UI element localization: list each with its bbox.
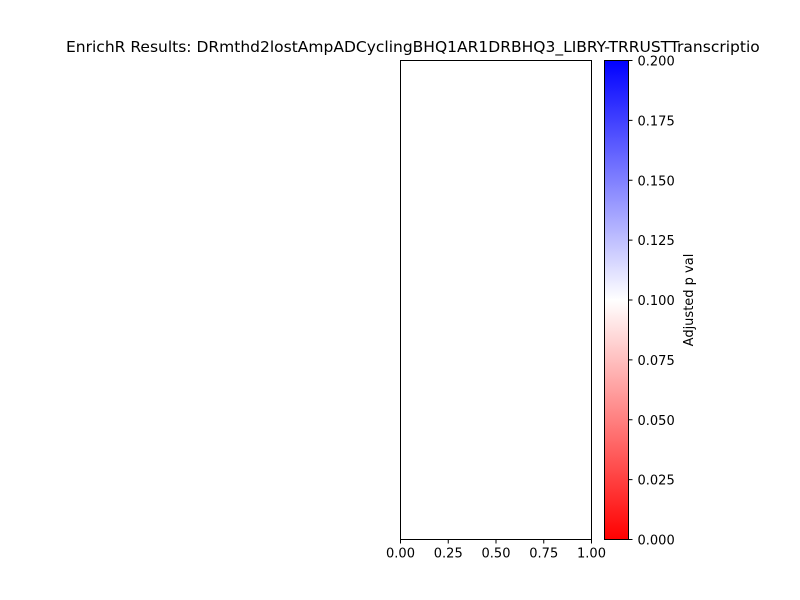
colorbar-label: Adjusted p val bbox=[682, 254, 697, 347]
x-tick-label: 1.00 bbox=[577, 547, 606, 562]
plot-area bbox=[400, 60, 592, 540]
colorbar bbox=[604, 60, 628, 540]
x-tick-label: 0.50 bbox=[482, 547, 511, 562]
colorbar-tick-label: 0.075 bbox=[638, 354, 675, 369]
colorbar-tick-label: 0.025 bbox=[638, 474, 675, 489]
colorbar-tick-label: 0.100 bbox=[638, 294, 675, 309]
x-tick-label: 0.00 bbox=[386, 547, 415, 562]
colorbar-tick-label: 0.125 bbox=[638, 234, 675, 249]
colorbar-tick-label: 0.150 bbox=[638, 174, 675, 189]
colorbar-tick-label: 0.050 bbox=[638, 414, 675, 429]
colorbar-tick-label: 0.200 bbox=[638, 55, 675, 70]
x-tick-label: 0.75 bbox=[529, 547, 558, 562]
colorbar-tick-label: 0.000 bbox=[638, 534, 675, 549]
colorbar-axis: 0.000 0.025 0.050 0.075 0.100 0.125 0.150 0.175… bbox=[628, 55, 675, 549]
x-axis: 0.00 0.25 0.50 0.75 1.00 bbox=[386, 539, 606, 562]
chart-title: EnrichR Results: DRmthd2lostAmpADCycling… bbox=[66, 38, 760, 57]
colorbar-tick-label: 0.175 bbox=[638, 114, 675, 129]
x-tick-label: 0.25 bbox=[434, 547, 463, 562]
